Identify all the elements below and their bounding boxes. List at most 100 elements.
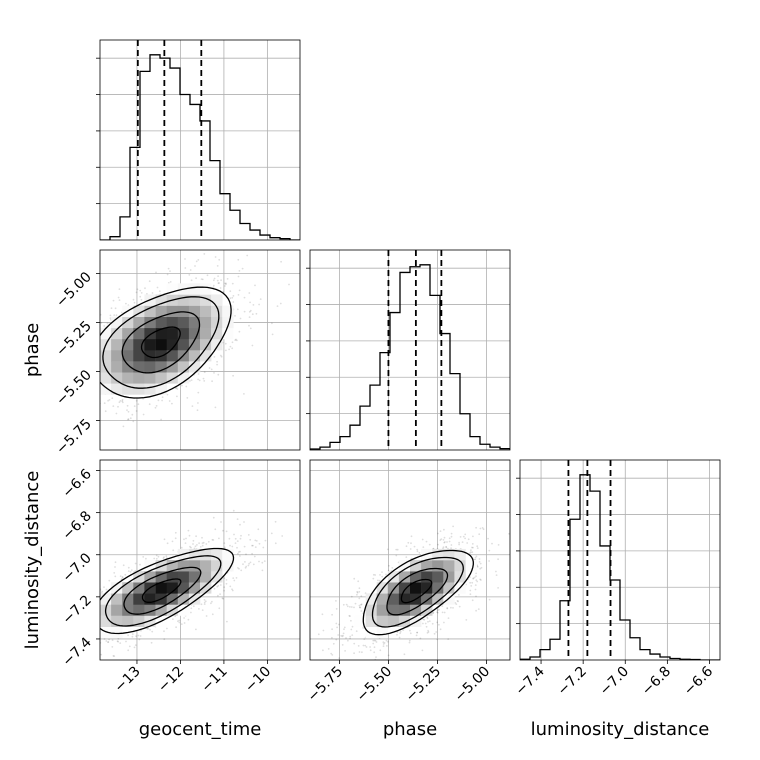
sample-point — [254, 546, 257, 548]
x-tick-label: −12 — [155, 664, 187, 696]
sample-point — [479, 567, 482, 570]
density-cell — [410, 604, 422, 616]
sample-point — [131, 633, 134, 635]
sample-point — [373, 639, 376, 642]
density-cell — [144, 316, 156, 329]
sample-point — [480, 566, 483, 569]
sample-point — [459, 536, 462, 538]
sample-point — [261, 569, 264, 572]
sample-point — [454, 602, 457, 604]
sample-point — [216, 265, 219, 267]
sample-point — [234, 339, 237, 341]
density-cell — [465, 560, 477, 572]
density-phase-luminosity_distance — [310, 525, 510, 660]
sample-point — [125, 640, 127, 643]
sample-point — [157, 555, 160, 558]
sample-point — [115, 314, 118, 317]
density-cell — [122, 350, 134, 362]
sample-point — [77, 401, 79, 403]
sample-point — [166, 542, 169, 545]
sample-point — [93, 614, 95, 616]
sample-point — [422, 618, 425, 621]
sample-point — [217, 282, 220, 285]
sample-point — [86, 412, 88, 414]
sample-point — [232, 374, 235, 377]
sample-point — [382, 643, 385, 645]
sample-point — [438, 623, 440, 626]
sample-point — [203, 371, 206, 374]
sample-point — [480, 579, 482, 581]
sample-point — [189, 545, 191, 548]
sample-point — [108, 638, 110, 641]
sample-point — [379, 649, 382, 652]
density-cell — [144, 571, 156, 583]
sample-point — [427, 631, 430, 633]
sample-point — [335, 622, 338, 625]
sample-point — [426, 617, 429, 620]
density-cell — [387, 593, 400, 605]
sample-point — [139, 635, 142, 637]
sample-point — [455, 603, 458, 605]
sample-point — [435, 631, 438, 633]
density-cell — [155, 305, 167, 317]
sample-point — [263, 560, 266, 562]
density-cell — [211, 338, 223, 351]
sample-point — [138, 638, 141, 641]
sample-point — [358, 587, 361, 590]
sample-point — [117, 637, 120, 640]
density-cell — [376, 582, 389, 594]
sample-point — [97, 641, 99, 643]
sample-point — [130, 569, 133, 571]
density-cell — [166, 305, 179, 317]
sample-point — [220, 521, 222, 523]
density-cell — [188, 361, 201, 373]
sample-point — [243, 310, 246, 313]
sample-point — [96, 330, 98, 332]
sample-point — [382, 645, 385, 647]
sample-point — [101, 590, 104, 593]
sample-point — [94, 343, 96, 345]
sample-point — [214, 256, 217, 258]
sample-point — [497, 558, 499, 561]
sample-point — [438, 608, 440, 611]
sample-point — [97, 345, 99, 347]
sample-point — [128, 645, 131, 648]
sample-point — [476, 580, 479, 583]
sample-point — [428, 543, 431, 546]
density-cell — [155, 338, 167, 351]
sample-point — [358, 651, 361, 653]
sample-point — [148, 403, 151, 406]
sample-point — [136, 288, 139, 291]
sample-point — [448, 537, 451, 540]
sample-point — [348, 614, 351, 617]
sample-point — [213, 587, 216, 590]
density-cell — [222, 548, 234, 561]
sample-point — [88, 344, 90, 346]
sample-point — [218, 282, 221, 284]
density-cell — [155, 383, 167, 395]
density-cell — [200, 582, 212, 594]
sample-point — [93, 364, 95, 366]
sample-point — [251, 344, 254, 347]
sample-point — [436, 611, 439, 614]
sample-point — [71, 356, 73, 358]
density-cell — [421, 593, 433, 605]
sample-point — [421, 649, 424, 652]
density-cell — [188, 548, 201, 561]
sample-point — [125, 302, 127, 305]
sample-point — [232, 509, 235, 512]
hist-panel-geocent_time — [99, 39, 301, 241]
density-cell — [155, 361, 167, 373]
sample-point — [225, 283, 227, 286]
pair-panel-geocent_time-luminosity_distance — [99, 459, 301, 661]
sample-point — [127, 410, 130, 413]
sample-point — [108, 579, 111, 582]
sample-point — [245, 565, 248, 568]
density-cell — [177, 593, 190, 605]
sample-point — [149, 628, 152, 631]
sample-point — [85, 401, 87, 403]
sample-point — [201, 278, 204, 281]
sample-point — [396, 631, 399, 634]
sample-point — [105, 640, 108, 642]
sample-point — [426, 632, 429, 634]
